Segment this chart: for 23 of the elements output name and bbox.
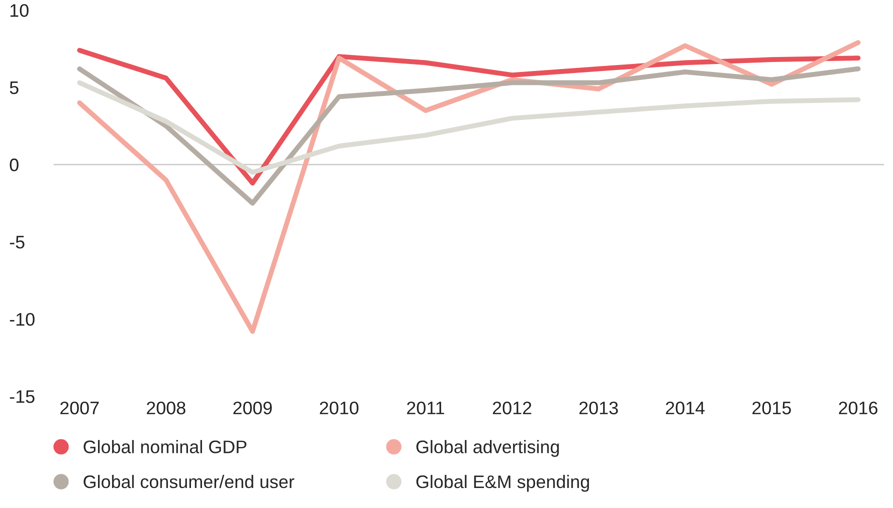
x-tick-label: 2009 [233, 402, 272, 414]
legend-label: Global consumer/end user [84, 474, 294, 488]
y-tick-label: -15 [10, 390, 34, 403]
line-series [77, 48, 861, 186]
line-series [77, 66, 861, 206]
x-tick-label: 2011 [407, 402, 444, 414]
x-tick-label: 2010 [320, 402, 358, 414]
y-tick-label: -5 [10, 236, 24, 249]
legend-label: Global nominal GDP [84, 440, 246, 454]
x-tick-label: 2014 [666, 402, 705, 414]
y-tick-label: 5 [10, 81, 18, 94]
legend-label: Global E&M spending [416, 474, 589, 492]
line-series [77, 80, 861, 175]
legend-label: Global advertising [416, 440, 559, 457]
y-tick-label: 10 [10, 4, 29, 17]
y-tick-label: 0 [10, 158, 18, 172]
x-tick-label: 2013 [579, 402, 618, 414]
x-tick-label: 2015 [752, 402, 791, 414]
y-tick-label: -10 [10, 312, 35, 326]
x-tick-label: 2008 [146, 402, 186, 414]
x-tick-label: 2007 [60, 402, 99, 414]
x-tick-label: 2016 [838, 402, 878, 414]
x-tick-label: 2012 [492, 402, 532, 414]
